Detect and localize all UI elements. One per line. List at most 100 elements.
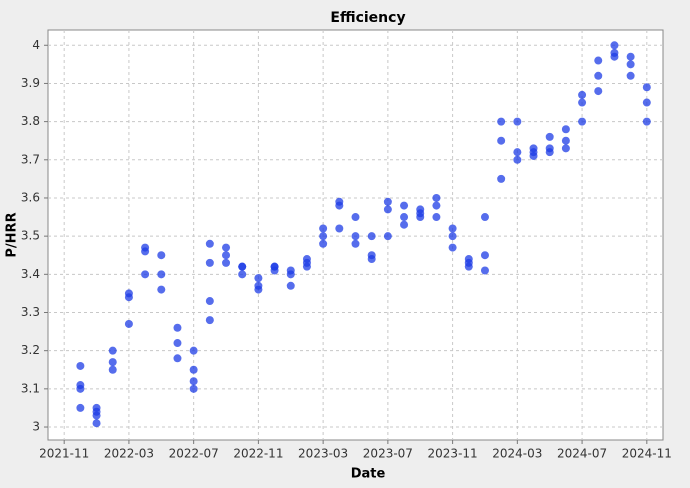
point	[335, 197, 344, 206]
point	[92, 407, 101, 416]
point	[383, 197, 392, 206]
point	[578, 98, 587, 107]
point	[497, 117, 506, 126]
point	[578, 117, 587, 126]
point	[157, 285, 166, 294]
point	[448, 232, 457, 241]
point	[335, 224, 344, 233]
x-tick-label: 2023-03	[298, 447, 348, 461]
point	[76, 403, 85, 412]
x-tick-label: 2024-03	[492, 447, 542, 461]
point	[432, 201, 441, 210]
point	[351, 213, 360, 222]
point	[319, 239, 328, 248]
point	[76, 361, 85, 370]
point	[432, 193, 441, 202]
point	[497, 174, 506, 183]
point	[545, 148, 554, 157]
point	[108, 365, 117, 374]
point	[189, 377, 198, 386]
point	[561, 144, 570, 153]
point	[173, 323, 182, 332]
y-tick-label: 3.1	[21, 381, 40, 395]
point	[626, 60, 635, 69]
point	[286, 281, 295, 290]
point	[238, 270, 247, 279]
y-axis-label: P/HRR	[5, 212, 20, 257]
y-tick-label: 3.5	[21, 229, 40, 243]
y-tick-label: 4	[32, 38, 40, 52]
point	[222, 243, 231, 252]
point	[529, 144, 538, 153]
x-tick-label: 2024-11	[622, 447, 672, 461]
point	[416, 213, 425, 222]
point	[480, 251, 489, 260]
x-tick-label: 2021-11	[39, 447, 89, 461]
y-tick-label: 3.4	[21, 267, 40, 281]
point	[513, 117, 522, 126]
y-tick-label: 3.2	[21, 343, 40, 357]
x-tick-label: 2023-07	[363, 447, 413, 461]
point	[448, 243, 457, 252]
point	[432, 213, 441, 222]
point	[383, 232, 392, 241]
point	[400, 201, 409, 210]
point	[254, 274, 263, 283]
point	[173, 354, 182, 363]
point	[367, 255, 376, 264]
point	[302, 258, 311, 267]
x-tick-label: 2024-07	[557, 447, 607, 461]
point	[400, 213, 409, 222]
y-tick-label: 3.3	[21, 305, 40, 319]
point	[383, 205, 392, 214]
point	[189, 384, 198, 393]
point	[141, 270, 150, 279]
point	[351, 232, 360, 241]
point	[642, 83, 651, 92]
point	[529, 151, 538, 160]
point	[76, 381, 85, 390]
x-tick-label: 2022-03	[104, 447, 154, 461]
point	[222, 258, 231, 267]
point	[270, 262, 279, 271]
point	[464, 262, 473, 271]
point	[497, 136, 506, 145]
point	[561, 136, 570, 145]
point	[448, 224, 457, 233]
point	[124, 289, 133, 298]
chart-title: Efficiency	[330, 10, 405, 26]
point	[92, 419, 101, 428]
point	[642, 117, 651, 126]
x-tick-label: 2023-11	[428, 447, 478, 461]
point	[222, 251, 231, 260]
y-tick-label: 3.7	[21, 152, 40, 166]
point	[480, 266, 489, 275]
y-tick-label: 3.8	[21, 114, 40, 128]
point	[610, 52, 619, 61]
point	[594, 71, 603, 80]
x-tick-label: 2022-11	[233, 447, 283, 461]
point	[205, 316, 214, 325]
point	[238, 262, 247, 271]
point	[141, 243, 150, 252]
point	[367, 232, 376, 241]
point	[610, 41, 619, 50]
point	[157, 270, 166, 279]
point	[205, 297, 214, 306]
point	[545, 132, 554, 141]
y-tick-label: 3	[32, 420, 40, 434]
point	[513, 148, 522, 157]
x-tick-label: 2022-07	[169, 447, 219, 461]
point	[351, 239, 360, 248]
point	[189, 365, 198, 374]
point	[416, 205, 425, 214]
point	[594, 56, 603, 65]
point	[626, 52, 635, 61]
point	[626, 71, 635, 80]
x-axis-label: Date	[351, 467, 386, 482]
point	[108, 358, 117, 367]
point	[254, 285, 263, 294]
point	[157, 251, 166, 260]
point	[561, 125, 570, 134]
